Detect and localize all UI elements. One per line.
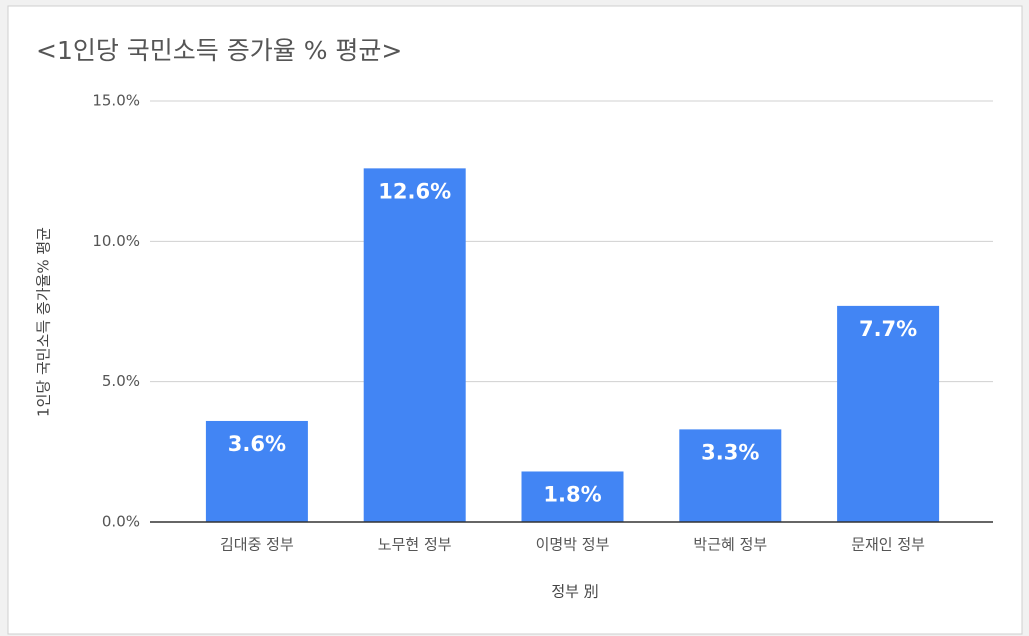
data-label: 1.8% [543,482,601,506]
bar [521,471,624,522]
data-label: 3.3% [701,440,759,464]
x-axis-label: 정부 別 [551,583,598,601]
x-tick-label: 박근혜 정부 [693,536,767,554]
bar [679,429,782,522]
y-tick-label: 15.0% [92,92,140,110]
y-tick-label: 0.0% [102,513,140,531]
data-label: 3.6% [228,432,286,456]
bar [205,420,308,522]
data-label: 12.6% [378,179,451,203]
y-tick-label: 10.0% [92,232,140,250]
data-label: 7.7% [859,317,917,341]
bar [363,168,466,523]
y-axis-label: 1인당 국민소득 증가율% 평균 [35,227,53,417]
y-tick-label: 5.0% [102,372,140,390]
x-tick-label: 노무현 정부 [378,536,452,554]
chart-title: <1인당 국민소득 증가율 % 평균> [36,36,402,65]
x-tick-label: 문재인 정부 [851,536,925,554]
x-tick-label: 김대중 정부 [220,536,294,554]
x-tick-label: 이명박 정부 [536,536,610,554]
bar [837,305,940,522]
